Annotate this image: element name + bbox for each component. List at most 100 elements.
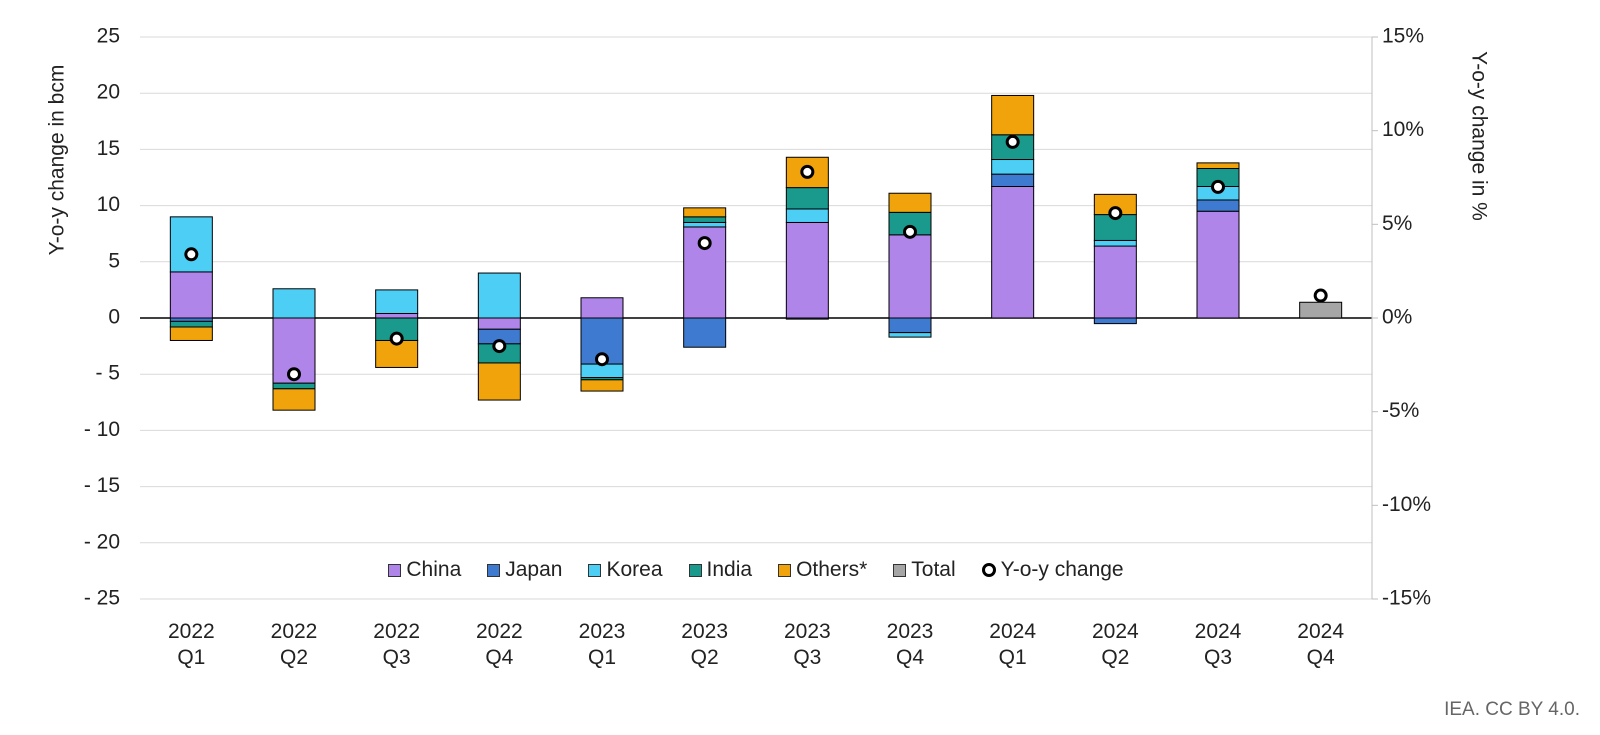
point <box>492 339 507 354</box>
y-tick-label: 0 <box>108 306 120 329</box>
x-tick-label: 2023 Q2 <box>681 620 729 669</box>
legend-label: Others* <box>796 558 868 581</box>
bar-segment <box>785 187 829 210</box>
source: IEA. CC BY 4.0. <box>1444 699 1580 720</box>
bar-segment <box>1299 301 1343 319</box>
bar-segment <box>683 221 727 228</box>
bar-segment <box>477 362 521 401</box>
point <box>1005 134 1020 149</box>
legend-label: Total <box>911 558 956 581</box>
legend-label: Korea <box>606 558 663 581</box>
bar-segment <box>1196 162 1240 170</box>
legend-label: India <box>706 558 753 581</box>
legend-item: Japan <box>487 558 562 582</box>
x-tick-label: 2024 Q2 <box>1091 620 1139 669</box>
x-tick-label: 2024 Q4 <box>1297 620 1345 669</box>
bar-segment <box>477 272 521 319</box>
y-tick-label: - 15 <box>84 474 120 497</box>
legend-item: Korea <box>588 558 663 582</box>
y-tick-label: - 10 <box>84 418 120 441</box>
legend-label: Y-o-y change <box>1000 558 1124 581</box>
legend-item: Others* <box>778 558 867 582</box>
bar-segment <box>683 216 727 223</box>
x-tick-label: 2024 Q3 <box>1194 620 1242 669</box>
y-tick-label: 20 <box>97 81 120 104</box>
point <box>1313 288 1328 303</box>
y-tick-label: 10 <box>97 193 120 216</box>
bar-segment <box>683 207 727 218</box>
x-tick-label: 2024 Q1 <box>989 620 1037 669</box>
legend-swatch <box>388 563 402 577</box>
x-tick-label: 2023 Q1 <box>578 620 626 669</box>
y2-tick-label: 0% <box>1382 306 1412 329</box>
bar-segment <box>1093 317 1137 325</box>
legend-label: China <box>406 558 462 581</box>
point <box>389 331 404 346</box>
y2-axis-title: Y-o-y change in % <box>1467 51 1490 221</box>
bar-segment <box>272 288 316 319</box>
legend-swatch <box>981 563 996 577</box>
bar-segment <box>1093 239 1137 247</box>
point <box>595 352 609 367</box>
y2-tick-label: 5% <box>1382 212 1412 235</box>
bar-segment <box>785 317 829 320</box>
bar-segment <box>1093 245 1137 319</box>
bar-segment <box>477 317 521 330</box>
legend-swatch <box>588 563 602 577</box>
bar-segment <box>683 317 727 348</box>
x-tick-label: 2022 Q3 <box>373 620 421 669</box>
point <box>697 236 712 251</box>
point <box>287 367 301 382</box>
legend-item: Y-o-y change <box>981 558 1124 582</box>
legend-item: India <box>688 558 753 582</box>
y-tick-label: - 25 <box>84 587 120 610</box>
bar-segment <box>1196 210 1240 319</box>
x-tick-label: 2022 Q2 <box>270 620 318 669</box>
y-tick-label: 25 <box>97 25 120 48</box>
bar-segment <box>375 289 419 315</box>
point <box>1108 206 1123 221</box>
point <box>903 224 917 239</box>
bar-segment <box>169 317 213 322</box>
legend-swatch <box>487 563 501 577</box>
x-tick-label: 2023 Q4 <box>886 620 934 669</box>
bar-segment <box>272 382 316 390</box>
bar-segment <box>991 173 1035 187</box>
bar-segment <box>169 216 213 273</box>
bar-segment <box>785 221 829 319</box>
bar-segment <box>580 297 624 319</box>
legend-swatch <box>893 563 907 577</box>
point <box>800 164 815 179</box>
bar-segment <box>272 388 316 411</box>
bar-segment <box>169 271 213 319</box>
bar-segment <box>785 156 829 189</box>
y-tick-label: - 5 <box>95 362 120 385</box>
bar-segment <box>888 192 932 213</box>
point <box>1211 179 1225 194</box>
bar-segment <box>580 379 624 392</box>
y-tick-label: 5 <box>108 249 120 272</box>
y2-tick-label: 15% <box>1382 25 1424 48</box>
legend-swatch <box>778 563 792 577</box>
bar-segment <box>888 317 932 334</box>
legend-item: Total <box>893 558 956 582</box>
bar-segment <box>888 234 932 319</box>
x-tick-label: 2022 Q4 <box>475 620 523 669</box>
point <box>184 247 199 262</box>
legend-label: Japan <box>505 558 563 581</box>
y-axis-title: Y-o-y change in bcm <box>46 65 69 256</box>
bar-segment <box>375 313 419 319</box>
y2-tick-label: -10% <box>1382 493 1431 516</box>
y2-tick-label: 10% <box>1382 118 1424 141</box>
bar-segment <box>991 185 1035 319</box>
x-tick-label: 2022 Q1 <box>167 620 215 669</box>
legend-swatch <box>688 563 702 577</box>
bar-segment <box>785 208 829 223</box>
bar-segment <box>888 332 932 338</box>
bar-segment <box>169 326 213 341</box>
legend-item: China <box>388 558 461 582</box>
y2-tick-label: -15% <box>1382 587 1431 610</box>
bar-segment <box>991 159 1035 175</box>
